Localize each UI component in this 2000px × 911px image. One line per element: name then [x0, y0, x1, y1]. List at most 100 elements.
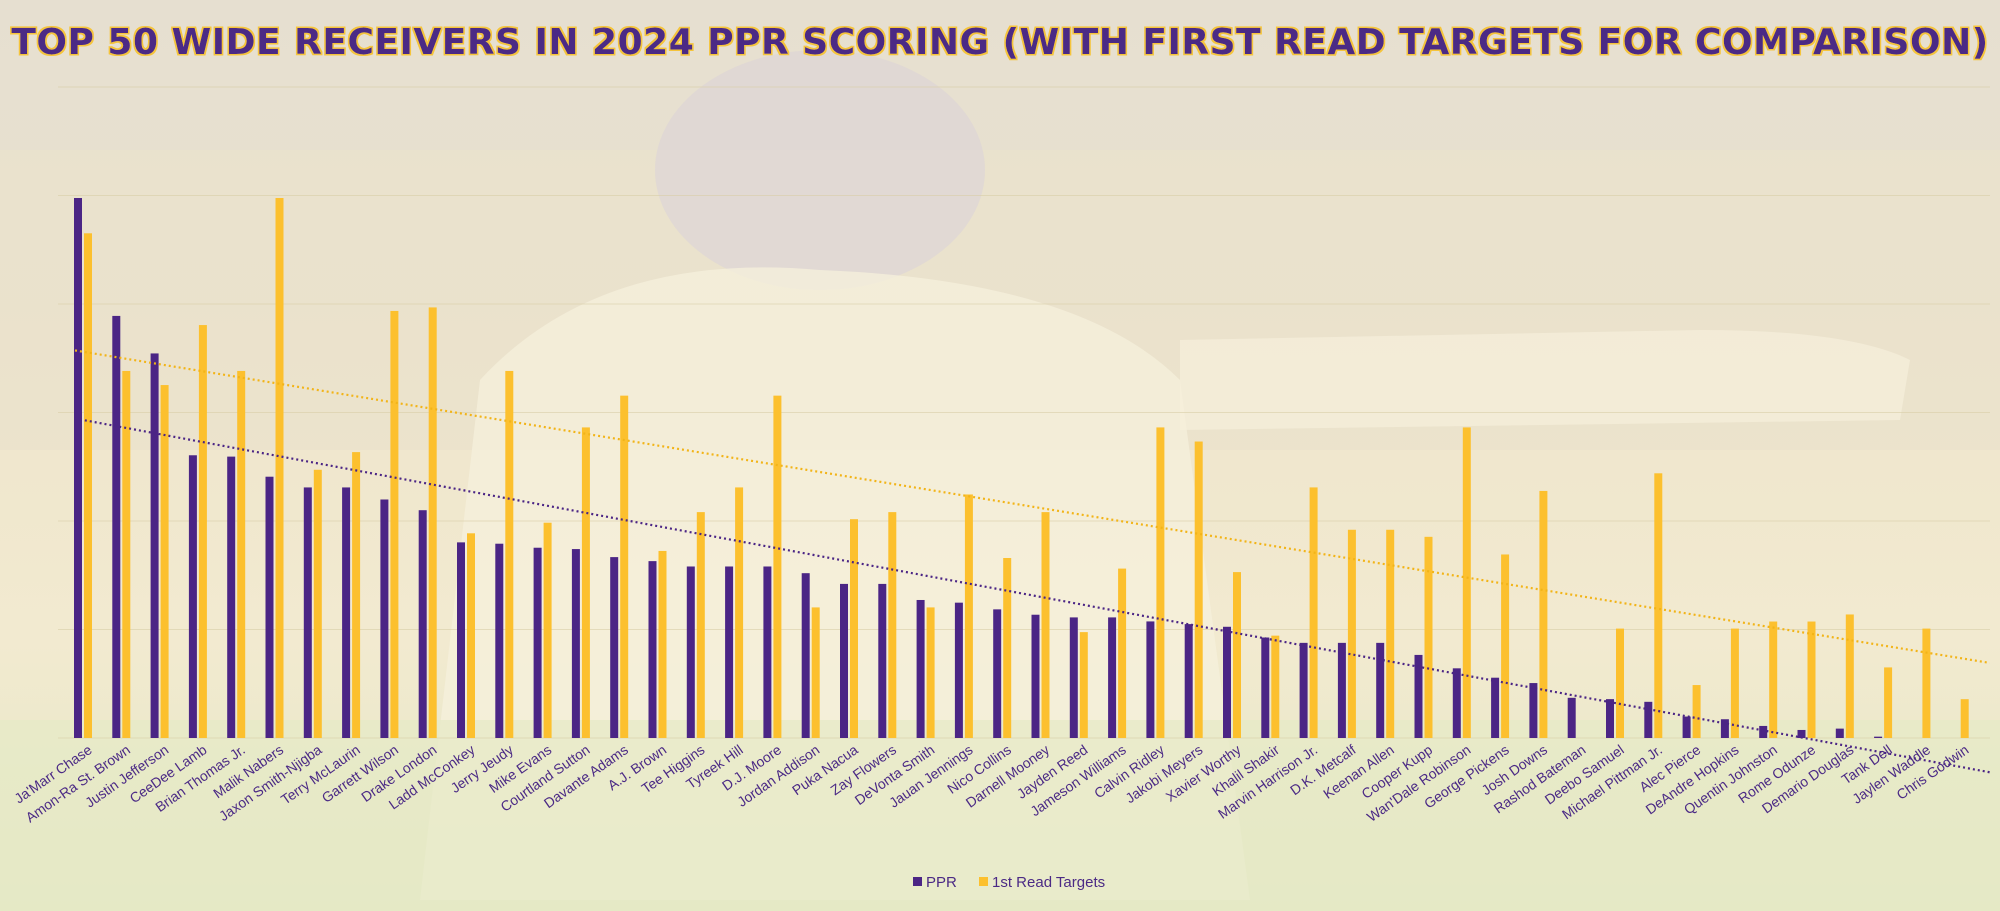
chart-title: TOP 50 WIDE RECEIVERS IN 2024 PPR SCORIN… [11, 22, 1988, 63]
bar-first-read-targets [198, 325, 207, 738]
bar-ppr [457, 542, 465, 738]
bar-ppr [1567, 697, 1576, 738]
legend-label-ppr: PPR [926, 874, 957, 891]
bar-first-read-targets [1194, 441, 1203, 738]
bar-first-read-targets [352, 452, 361, 738]
bar-ppr [227, 456, 236, 738]
bar-ppr [150, 353, 159, 738]
bar-ppr [1223, 626, 1231, 738]
legend-swatch-ppr [913, 877, 922, 886]
bar-ppr [725, 566, 734, 738]
bar-ppr [303, 487, 312, 738]
bar-ppr [571, 549, 580, 738]
bar-ppr [380, 499, 389, 738]
bar-first-read-targets [84, 233, 92, 738]
bar-first-read-targets [1003, 558, 1012, 738]
bar-first-read-targets [1960, 699, 1969, 738]
bar-first-read-targets [1692, 685, 1701, 738]
bar-first-read-targets [1462, 427, 1471, 738]
bar-first-read-targets [696, 512, 705, 738]
bar-ppr [418, 510, 427, 738]
bar-ppr [1069, 617, 1078, 738]
trendlines [74, 349, 1990, 774]
bar-ppr [686, 566, 695, 738]
bar-first-read-targets [1386, 529, 1395, 738]
bar-first-read-targets [1922, 628, 1931, 738]
bar-ppr [1184, 624, 1193, 738]
bar-first-read-targets [237, 370, 246, 738]
trendline-first-read-targets [74, 349, 1990, 664]
bar-ppr [1682, 716, 1691, 738]
bar-ppr [878, 583, 887, 738]
bar-first-read-targets [390, 310, 399, 738]
bar-ppr [916, 599, 925, 738]
bar-ppr [265, 476, 274, 738]
bar-ppr [763, 566, 772, 738]
bar-ppr [1337, 642, 1346, 738]
bar-ppr [993, 609, 1002, 738]
bar-first-read-targets [1884, 667, 1893, 738]
bar-ppr [1376, 642, 1385, 738]
bar-ppr [533, 547, 542, 738]
bar-first-read-targets [543, 522, 552, 738]
bar-ppr [1146, 621, 1155, 738]
bar-ppr [495, 543, 504, 738]
bar-first-read-targets [467, 533, 475, 738]
bar-first-read-targets [888, 512, 897, 738]
bar-ppr [1529, 683, 1538, 738]
bar-first-read-targets [1079, 632, 1088, 738]
gridlines [58, 86, 1990, 739]
bar-ppr [1606, 699, 1614, 738]
bar-ppr [840, 583, 848, 738]
bar-ppr [1452, 668, 1461, 738]
bar-first-read-targets [1309, 487, 1318, 738]
bar-first-read-targets [1539, 490, 1548, 738]
legend-label-first-read-targets: 1st Read Targets [992, 874, 1105, 891]
bar-ppr [1835, 728, 1844, 738]
bar-first-read-targets [122, 370, 131, 738]
bar-ppr [610, 557, 619, 738]
bar-first-read-targets [658, 550, 667, 738]
bar-first-read-targets [1807, 621, 1816, 738]
bar-ppr [801, 573, 810, 738]
bar-first-read-targets [773, 395, 782, 738]
bar-first-read-targets [926, 607, 935, 738]
bar-first-read-targets [1501, 554, 1510, 738]
bar-first-read-targets [1271, 635, 1280, 738]
bar-first-read-targets [1156, 427, 1165, 738]
bar-ppr [1491, 677, 1500, 738]
bar-first-read-targets [581, 427, 590, 738]
bar-ppr [648, 561, 657, 738]
bar-first-read-targets [735, 487, 744, 738]
bar-ppr [188, 455, 197, 738]
bar-ppr [1797, 729, 1806, 738]
bar-first-read-targets [1041, 512, 1050, 738]
bar-first-read-targets [313, 469, 322, 738]
bar-first-read-targets [1347, 529, 1356, 738]
bar-first-read-targets [1118, 568, 1127, 738]
legend-swatch-first-read-targets [979, 877, 988, 886]
bar-ppr [1759, 725, 1768, 738]
bar-ppr [1261, 637, 1270, 738]
bar-ppr [954, 602, 963, 738]
bar-first-read-targets [964, 494, 973, 738]
bar-ppr [1299, 642, 1308, 738]
bar-first-read-targets [1616, 628, 1624, 738]
bar-first-read-targets [811, 607, 820, 738]
bar-first-read-targets [1769, 621, 1778, 738]
bar-first-read-targets [275, 198, 284, 738]
bar-ppr [1108, 617, 1117, 738]
bar-first-read-targets [160, 385, 169, 738]
bar-first-read-targets [620, 395, 629, 738]
bar-ppr [1874, 736, 1883, 738]
bar-first-read-targets [428, 307, 437, 738]
bar-ppr [1644, 701, 1653, 738]
bar-first-read-targets [1845, 614, 1854, 738]
bar-ppr [1720, 719, 1729, 738]
bars [74, 198, 1969, 738]
bar-first-read-targets [505, 370, 514, 738]
bar-ppr [74, 198, 82, 738]
bar-ppr [1031, 614, 1040, 738]
